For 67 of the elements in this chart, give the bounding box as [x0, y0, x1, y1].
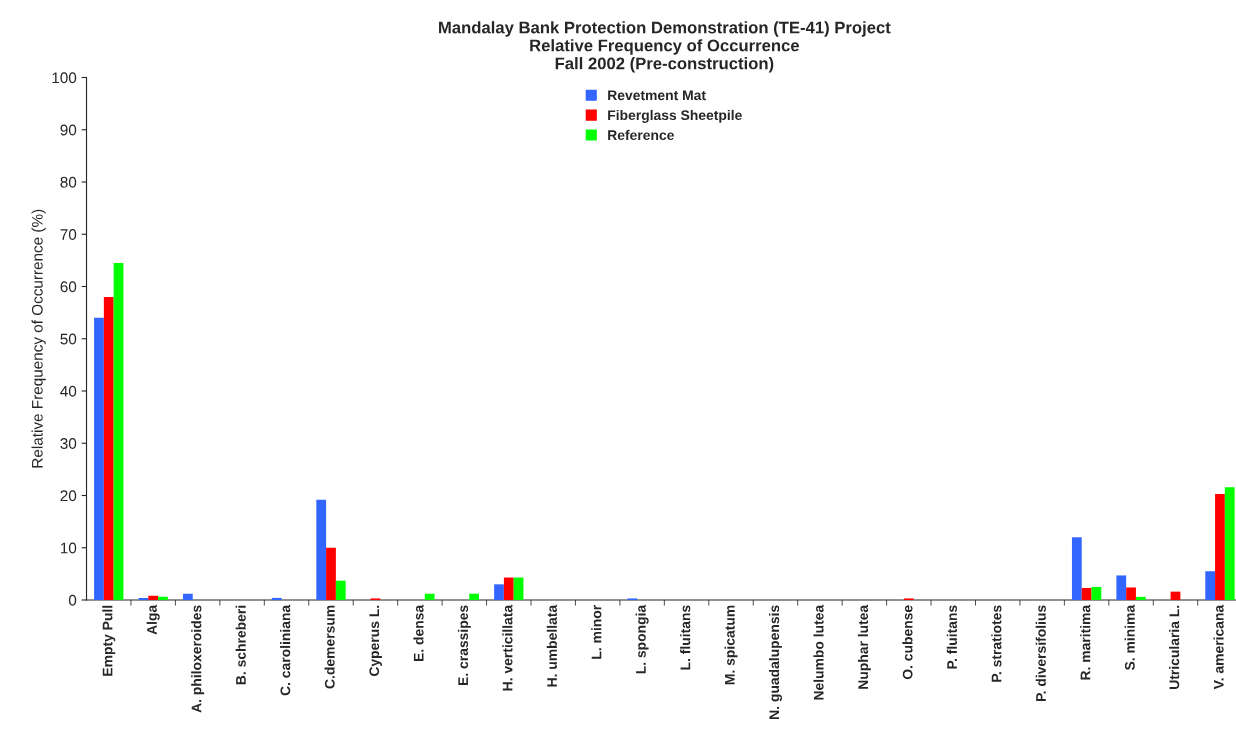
y-tick-label: 10 [60, 542, 77, 554]
y-axis-title: Relative Frequency of Occurrence (%) [31, 209, 46, 468]
y-tick-label: 30 [60, 438, 77, 449]
bar [1224, 487, 1235, 600]
bar [494, 584, 504, 600]
y-tick-label: 0 [68, 594, 77, 606]
bar [1126, 587, 1136, 600]
y-tick-label: 50 [60, 333, 77, 345]
bar [513, 577, 524, 600]
x-tick-label: Alga [146, 604, 160, 635]
bar [1116, 575, 1127, 600]
x-tick-label: Cyperus L. [369, 605, 382, 677]
x-tick-label: C. caroliniana [280, 604, 291, 696]
y-tick-label: 60 [60, 281, 77, 293]
bar [335, 580, 346, 600]
bar [503, 577, 514, 600]
y-tick-label: 100 [52, 72, 77, 84]
bar [182, 593, 193, 600]
x-tick-label: P. diversifolius [1035, 605, 1046, 701]
bar [148, 595, 159, 600]
x-tick-label: E. crassipes [457, 605, 471, 685]
x-tick-label: P. fluitans [946, 605, 957, 669]
bar [1215, 493, 1225, 600]
legend-label: Fiberglass Sheetpile [608, 109, 742, 123]
x-tick-label: C.demersum [324, 605, 335, 689]
bar [1081, 587, 1092, 600]
bar [316, 499, 327, 600]
bar [1091, 586, 1102, 600]
x-tick-label: Nuphar lutea [857, 604, 871, 689]
y-tick-label: 80 [60, 176, 77, 188]
bar [103, 296, 114, 600]
bar [271, 597, 282, 600]
x-tick-label: B. schreberi [235, 605, 246, 685]
bar [1135, 596, 1146, 600]
bar [138, 597, 149, 600]
bar [424, 593, 435, 600]
x-tick-label: V. americana [1213, 604, 1224, 690]
x-tick-label: S. minima [1124, 604, 1135, 671]
bar [94, 317, 104, 600]
legend-label: Reference [608, 129, 674, 141]
y-tick-label: 20 [60, 490, 77, 502]
x-tick-label: Utricularia L. [1169, 605, 1180, 689]
x-tick-label: A. philoxeroides [191, 605, 205, 713]
y-tick-label: 90 [60, 124, 77, 136]
x-tick-label: H. verticillata [502, 604, 513, 691]
x-tick-label: L. spongia [635, 604, 649, 674]
x-tick-label: E. densa [413, 604, 424, 662]
x-tick-label: Nelumbo lutea [813, 604, 824, 700]
y-tick-label: 70 [60, 229, 77, 240]
bar [1205, 571, 1216, 600]
bar [113, 262, 124, 600]
x-tick-label: L. fluitans [680, 605, 691, 670]
x-tick-label: M. spicatum [724, 605, 738, 685]
x-tick-label: O. cubense [902, 605, 913, 680]
bar [469, 593, 479, 600]
bar [326, 547, 336, 600]
y-tick-label: 40 [60, 385, 77, 397]
chart-title: Mandalay Bank Protection Demonstration (TE-41) Project Relative Frequency of Occurrence Fall 2002 (Pre-construction) [439, 21, 891, 73]
x-tick-label: N. guadalupensis [768, 605, 782, 719]
x-tick-label: P. stratiotes [991, 605, 1002, 682]
x-tick-label: R. maritima [1080, 604, 1091, 680]
legend-label: Revetment Mat [608, 90, 706, 101]
x-tick-label: L. minor [591, 605, 602, 659]
bar [1071, 537, 1082, 600]
x-tick-label: Empty Pull [102, 605, 116, 676]
bar [158, 596, 168, 600]
x-tick-label: H. umbellata [546, 604, 557, 687]
